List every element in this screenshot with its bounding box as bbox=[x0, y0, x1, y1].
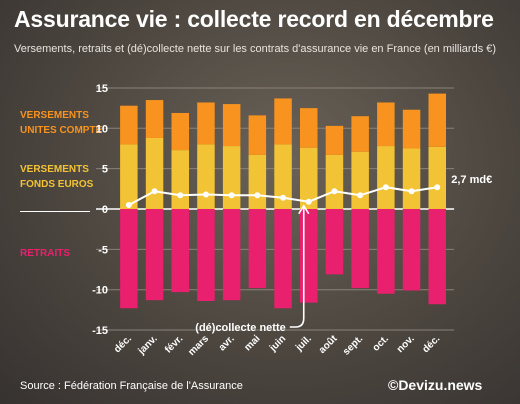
bar-unites-compte bbox=[145, 100, 164, 138]
x-tick-label: juin bbox=[267, 333, 288, 354]
bar-fonds-euros bbox=[145, 137, 164, 209]
x-axis-labels: déc. janv. févr. mars avr. mai juin juil. août se… bbox=[112, 333, 442, 358]
bar-retraits bbox=[428, 209, 446, 305]
bar-retraits bbox=[377, 209, 395, 294]
bar-unites-compte bbox=[402, 109, 421, 149]
y-tick-label: 15 bbox=[96, 83, 108, 95]
legend-divider bbox=[20, 211, 90, 212]
y-tick-label: 5 bbox=[102, 164, 108, 176]
net-point bbox=[357, 192, 364, 199]
bar-unites-compte bbox=[120, 105, 138, 145]
bar-retraits bbox=[325, 209, 344, 275]
x-tick-label: sept. bbox=[341, 333, 365, 357]
net-point bbox=[434, 184, 441, 191]
bar-retraits bbox=[145, 209, 164, 301]
net-point bbox=[151, 188, 158, 195]
annotation-arrow bbox=[289, 205, 305, 328]
net-point bbox=[254, 192, 261, 199]
x-tick-label: nov. bbox=[395, 333, 417, 355]
bar-retraits bbox=[197, 209, 215, 301]
bar-retraits bbox=[351, 209, 369, 289]
y-tick-label: 10 bbox=[96, 123, 108, 135]
bar-unites-compte bbox=[171, 112, 189, 151]
legend-unites-compte-line1: VERSEMENTS bbox=[20, 110, 89, 121]
x-tick-label: janv. bbox=[136, 333, 160, 357]
bar-retraits bbox=[300, 209, 318, 303]
source-note: Source : Fédération Française de l'Assur… bbox=[20, 380, 243, 392]
legend-unites-compte: VERSEMENTS UNITES COMPTE bbox=[20, 108, 102, 138]
bar-fonds-euros bbox=[248, 154, 267, 209]
annotation-arrowhead bbox=[298, 204, 310, 215]
bar-unites-compte bbox=[377, 102, 395, 147]
chart-title: Assurance vie : collecte record en décem… bbox=[14, 6, 494, 32]
x-tick-label: févr. bbox=[163, 333, 185, 355]
bar-unites-compte bbox=[222, 104, 241, 147]
last-value-label: 2,7 md€ bbox=[451, 174, 492, 186]
x-tick-label: déc. bbox=[420, 333, 442, 355]
bar-unites-compte bbox=[428, 93, 446, 147]
y-axis-ticks: 15 10 5 0 -5 -10 -15 bbox=[92, 83, 108, 337]
y-tick-label: -15 bbox=[92, 325, 108, 337]
x-tick-label: déc. bbox=[112, 333, 134, 355]
bar-retraits bbox=[120, 209, 138, 309]
bar-retraits bbox=[171, 209, 189, 293]
x-tick-label: mars bbox=[186, 333, 211, 358]
collecte-nette-label: (dé)collecte nette bbox=[195, 322, 285, 334]
net-point bbox=[125, 201, 132, 208]
net-point bbox=[408, 188, 415, 195]
bar-fonds-euros bbox=[171, 150, 189, 209]
bar-fonds-euros bbox=[197, 144, 215, 209]
bar-unites-compte bbox=[248, 115, 267, 155]
y-tick-label: -5 bbox=[98, 244, 108, 256]
bar-fonds-euros bbox=[120, 144, 138, 209]
bar-unites-compte bbox=[300, 108, 318, 148]
chart-bars bbox=[120, 93, 446, 309]
net-point bbox=[382, 184, 389, 191]
bar-fonds-euros bbox=[428, 146, 446, 209]
bar-retraits bbox=[222, 209, 241, 301]
chart-subtitle: Versements, retraits et (dé)collecte net… bbox=[14, 43, 497, 55]
bar-fonds-euros bbox=[222, 146, 241, 209]
net-point bbox=[331, 188, 338, 195]
y-tick-label: 0 bbox=[102, 204, 108, 216]
legend-retraits: RETRAITS bbox=[20, 248, 70, 259]
legend-unites-compte-line2: UNITES COMPTE bbox=[20, 125, 103, 136]
bar-retraits bbox=[274, 209, 292, 309]
chart-annotations: 2,7 md€ (dé)collecte nette bbox=[195, 174, 492, 334]
bar-unites-compte bbox=[197, 102, 215, 145]
x-tick-label: août bbox=[317, 333, 340, 356]
net-point bbox=[177, 192, 184, 199]
brand-logo: ©Devizu.news bbox=[388, 377, 483, 393]
bar-fonds-euros bbox=[402, 148, 421, 209]
x-tick-label: juil. bbox=[293, 333, 314, 354]
bar-fonds-euros bbox=[351, 151, 369, 209]
x-tick-label: mai bbox=[243, 333, 263, 353]
legend-fonds-euros-line1: VERSEMENTS bbox=[20, 164, 89, 175]
bar-unites-compte bbox=[274, 98, 292, 145]
net-point bbox=[305, 198, 312, 205]
x-tick-label: avr. bbox=[217, 333, 237, 353]
bar-fonds-euros bbox=[274, 144, 292, 209]
y-tick-label: -10 bbox=[92, 285, 108, 297]
bar-retraits bbox=[248, 209, 267, 289]
bar-fonds-euros bbox=[377, 146, 395, 209]
net-point bbox=[228, 192, 235, 199]
bar-fonds-euros bbox=[325, 154, 344, 209]
legend-fonds-euros-line2: FONDS EUROS bbox=[20, 179, 94, 190]
net-point bbox=[280, 194, 287, 201]
bar-fonds-euros bbox=[300, 147, 318, 209]
net-collection-line bbox=[125, 184, 441, 208]
net-point bbox=[202, 191, 209, 198]
bar-retraits bbox=[402, 209, 421, 291]
legend-fonds-euros: VERSEMENTS FONDS EUROS bbox=[20, 162, 93, 192]
bar-unites-compte bbox=[351, 116, 369, 152]
x-tick-label: oct. bbox=[371, 333, 392, 354]
bar-unites-compte bbox=[325, 125, 344, 155]
